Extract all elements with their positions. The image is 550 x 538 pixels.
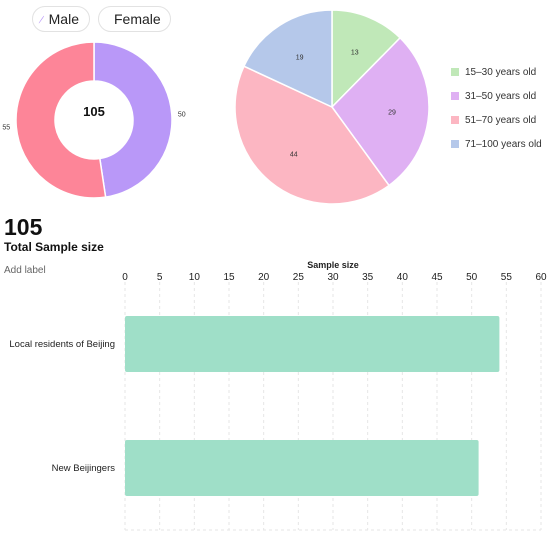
legend-item-31-50-years-old[interactable]: 31–50 years old	[451, 84, 542, 108]
x-tick-label: 10	[189, 272, 201, 283]
legend-pill-male[interactable]: Male	[32, 6, 90, 32]
x-tick-label: 5	[157, 272, 163, 283]
male-swatch-icon	[38, 15, 45, 23]
x-tick-label: 45	[431, 272, 443, 283]
age-legend: 15–30 years old 31–50 years old 51–70 year…	[451, 60, 542, 156]
legend-label: 71–100 years old	[465, 138, 542, 150]
legend-item-51-70-years-old[interactable]: 51–70 years old	[451, 108, 542, 132]
total-sample-label: Total Sample size	[4, 240, 104, 254]
legend-label: 15–30 years old	[465, 66, 537, 78]
sample-size-bar-chart: Sample size 0 5 10 15 20 25 30 35 40 45 50 55 60 Local…	[9, 260, 547, 531]
x-tick-label: 55	[501, 272, 513, 283]
pie-value-label: 44	[290, 151, 298, 158]
x-tick-label: 25	[293, 272, 305, 283]
bar-chart-title: Sample size	[307, 260, 359, 270]
legend-item-71-100-years-old[interactable]: 71–100 years old	[451, 132, 542, 156]
pie-value-label: 29	[388, 109, 396, 116]
x-tick-label: 60	[535, 272, 547, 283]
x-tick-label: 0	[122, 272, 128, 283]
donut-value-label: 50	[178, 111, 186, 118]
legend-male-label: Male	[48, 11, 79, 27]
y-category-label: Local residents of Beijing	[9, 339, 115, 350]
female-swatch-icon	[104, 15, 110, 23]
donut-slice-male[interactable]	[93, 41, 173, 198]
y-category-label: New Beijingers	[52, 463, 116, 474]
legend-swatch-icon	[451, 140, 459, 148]
bar-new-beijingers[interactable]	[125, 440, 479, 496]
legend-swatch-icon	[451, 92, 459, 100]
legend-label: 31–50 years old	[465, 90, 537, 102]
pie-value-label: 13	[351, 49, 359, 56]
age-pie-chart: 13 29 44 19	[234, 9, 430, 205]
legend-female-label: Female	[114, 11, 161, 27]
legend-pill-female[interactable]: Female	[98, 6, 171, 32]
bar-local-residents-of-beijing[interactable]	[125, 316, 500, 372]
pie-slice-15-30-years-old[interactable]	[331, 9, 402, 109]
legend-swatch-icon	[451, 116, 459, 124]
legend-label: 51–70 years old	[465, 114, 537, 126]
legend-item-15-30-years-old[interactable]: 15–30 years old	[451, 60, 542, 84]
donut-center-total: 105	[83, 104, 105, 119]
x-tick-label: 40	[397, 272, 409, 283]
legend-swatch-icon	[451, 68, 459, 76]
pie-slice-51-70-years-old[interactable]	[234, 65, 391, 205]
x-tick-label: 20	[258, 272, 270, 283]
total-sample-value: 105	[4, 214, 43, 240]
pie-slice-31-50-years-old[interactable]	[331, 36, 430, 187]
x-tick-label: 50	[466, 272, 478, 283]
x-tick-label: 35	[362, 272, 374, 283]
add-label-link[interactable]: Add label	[4, 265, 46, 276]
pie-slice-71-100-years-old[interactable]	[242, 9, 333, 109]
gender-donut-chart: 50 55	[2, 41, 186, 199]
donut-value-label: 55	[2, 125, 10, 132]
pie-value-label: 19	[296, 54, 304, 61]
x-tick-label: 30	[327, 272, 339, 283]
donut-slice-female[interactable]	[15, 41, 107, 199]
x-tick-label: 15	[223, 272, 235, 283]
